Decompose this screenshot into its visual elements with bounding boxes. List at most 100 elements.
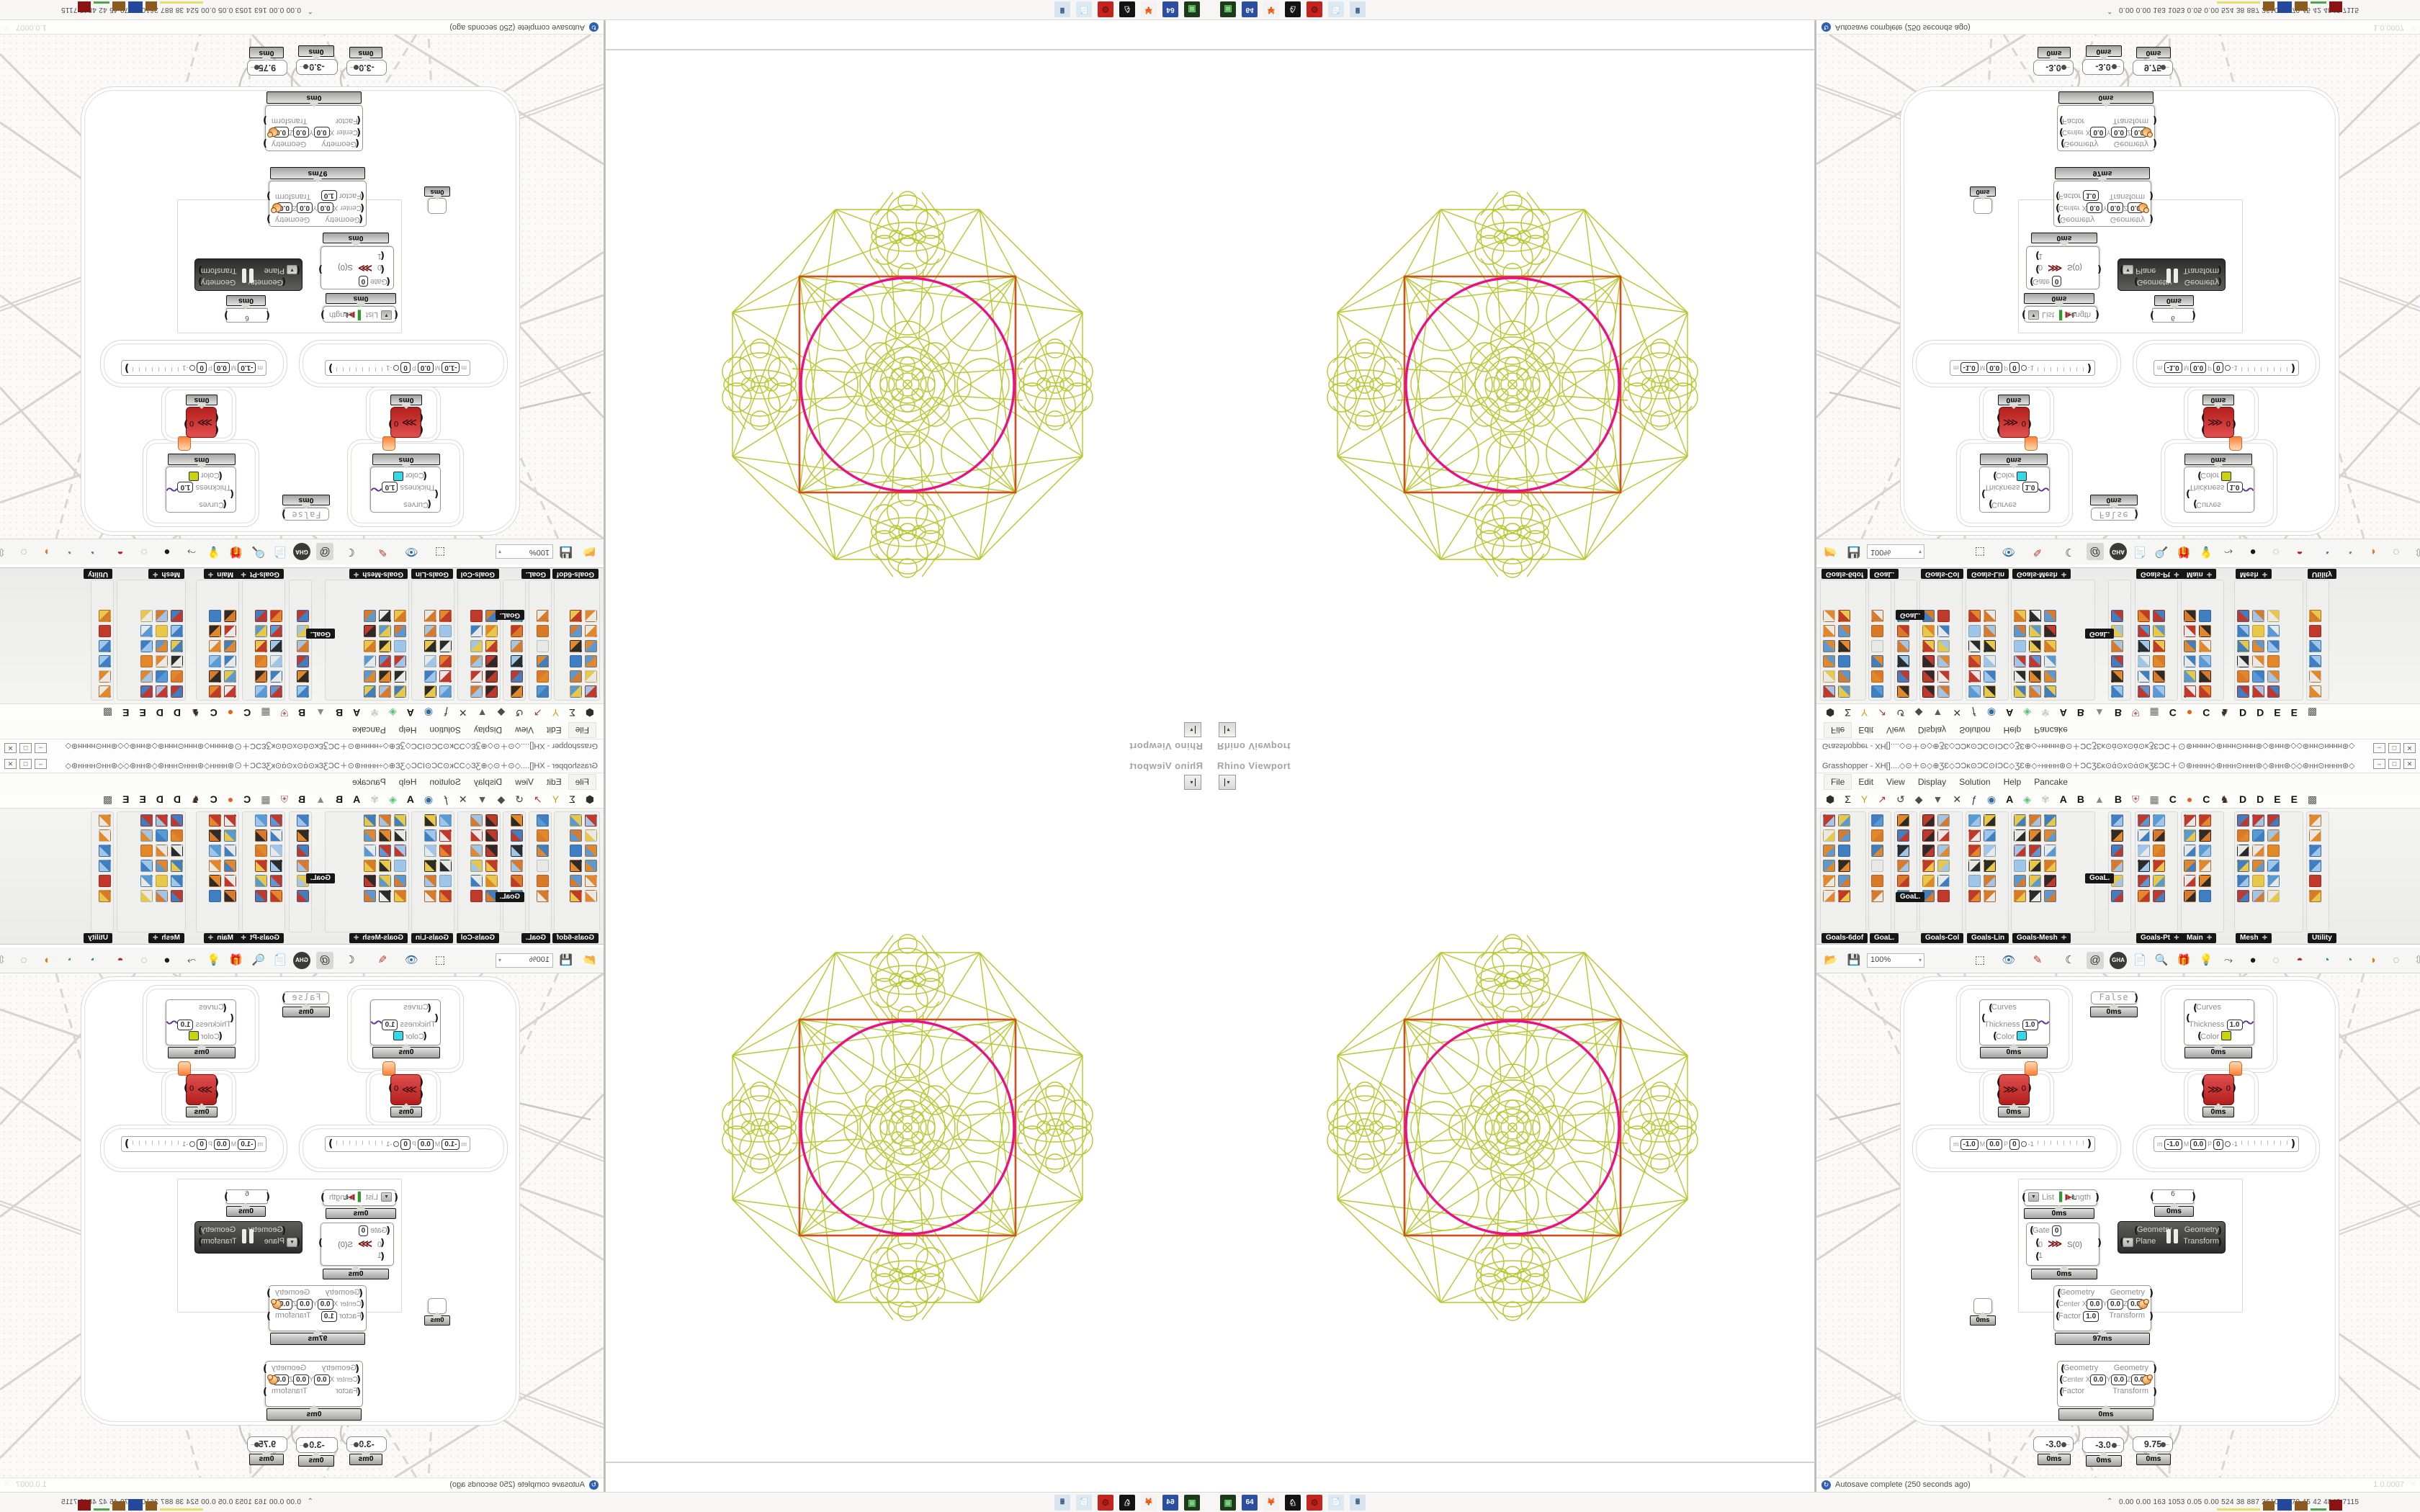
panel-group-label[interactable]: Goals-Col — [456, 933, 499, 943]
component-icon[interactable] — [1823, 670, 1835, 683]
component-icon[interactable] — [2044, 655, 2056, 667]
color-swatch[interactable] — [2221, 472, 2232, 481]
panel-group-label[interactable]: Mesh✚ — [2236, 933, 2272, 943]
tab-tab-bird[interactable]: ♞ — [191, 707, 200, 719]
list-length-component[interactable]: ( ▼ List ▌▶L Length ) — [321, 306, 398, 323]
stream-filter-component[interactable]: (Gate 0 (0 ⋙ S(0)) (1 — [318, 1223, 394, 1266]
component-icon[interactable] — [439, 875, 452, 887]
component-icon[interactable] — [1871, 860, 1883, 872]
component-icon[interactable] — [209, 829, 221, 842]
component-icon[interactable] — [99, 625, 111, 637]
component-icon[interactable] — [1937, 829, 1950, 842]
tab-tab-bird[interactable]: ♞ — [2220, 707, 2229, 719]
component-icon[interactable] — [2044, 610, 2056, 622]
wire-display-icon[interactable]: ⤳ — [2223, 546, 2233, 558]
component-icon[interactable] — [364, 829, 376, 842]
component-icon[interactable] — [2252, 814, 2264, 827]
component-icon[interactable] — [2184, 640, 2196, 652]
tab-tab-c2[interactable]: C — [2202, 707, 2210, 719]
component-icon[interactable] — [2237, 625, 2249, 637]
slider-knob[interactable] — [2224, 365, 2231, 371]
component-icon[interactable] — [224, 685, 236, 698]
component-icon[interactable] — [297, 655, 309, 667]
tab-tab-d1[interactable]: D — [2238, 707, 2247, 719]
component-icon[interactable] — [424, 640, 436, 652]
component-icon[interactable] — [1968, 860, 1981, 872]
component-icon[interactable] — [470, 625, 483, 637]
menu-help[interactable]: Help — [2003, 725, 2022, 735]
tab-display[interactable]: ◉ — [1986, 793, 1996, 805]
component-icon[interactable] — [570, 860, 582, 872]
component-icon[interactable] — [270, 670, 282, 683]
error-component-2[interactable]: (( ⋙ 0 ) — [2201, 1074, 2236, 1105]
error-component-2[interactable]: (( ⋙ 0 ) — [184, 407, 219, 438]
component-icon[interactable] — [2111, 685, 2123, 698]
component-icon[interactable] — [364, 685, 376, 698]
panel-group-label[interactable]: Goals-Mesh✚ — [2012, 933, 2071, 943]
component-icon[interactable] — [1937, 845, 1950, 857]
component-icon[interactable] — [2199, 670, 2211, 683]
component-icon[interactable] — [439, 890, 452, 902]
component-icon[interactable] — [140, 610, 153, 622]
grasshopper-titlebar[interactable]: Grasshopper - XH[]....◇⊙＋⊙◇⊕ƷƐ◇ƆϽκ⊙ƆϹ⊙ΙϽ… — [0, 739, 604, 756]
minimize-button[interactable]: – — [35, 759, 47, 769]
component-icon[interactable] — [2138, 670, 2150, 683]
tray-expand-caret[interactable]: ⌃ — [2107, 1498, 2113, 1506]
tab-surface[interactable]: ◆ — [497, 707, 506, 719]
component-icon[interactable] — [297, 814, 309, 827]
close-button[interactable]: ✕ — [2403, 743, 2416, 753]
component-icon[interactable] — [270, 860, 282, 872]
number-slider-3[interactable]: 9.75 — [2133, 60, 2173, 76]
save-file-icon[interactable]: 💾 — [1847, 546, 1861, 558]
tab-tab-grid2[interactable]: ▩ — [2307, 707, 2318, 719]
tab-tab-e2[interactable]: E — [2290, 793, 2298, 805]
component-icon[interactable] — [140, 640, 153, 652]
tab-tab-a2[interactable]: A — [353, 707, 361, 719]
component-icon[interactable] — [270, 610, 282, 622]
app-calculator-icon[interactable]: 🖩 — [1054, 1495, 1070, 1511]
number-slider-1[interactable]: -3.0 — [346, 60, 387, 76]
component-icon[interactable] — [2267, 875, 2280, 887]
component-icon[interactable] — [1968, 655, 1981, 667]
app-emulator-icon[interactable]: 64 — [1162, 1, 1178, 17]
component-icon[interactable] — [1871, 814, 1883, 827]
component-icon[interactable] — [424, 625, 436, 637]
component-icon[interactable] — [2309, 890, 2321, 902]
custom-preview-component-1[interactable]: (Curves (Thickness 1.0〜 (Color — [370, 999, 441, 1045]
component-icon[interactable] — [379, 845, 391, 857]
component-icon[interactable] — [511, 655, 523, 667]
component-icon[interactable] — [156, 685, 168, 698]
component-icon[interactable] — [470, 875, 483, 887]
menu-help[interactable]: Help — [398, 725, 417, 735]
component-icon[interactable] — [2237, 829, 2249, 842]
component-icon[interactable] — [2199, 829, 2211, 842]
component-icon[interactable] — [1897, 829, 1909, 842]
component-icon[interactable] — [585, 655, 597, 667]
component-icon[interactable] — [1897, 845, 1909, 857]
component-icon[interactable] — [379, 890, 391, 902]
component-icon[interactable] — [2184, 655, 2196, 667]
component-icon[interactable] — [1871, 610, 1883, 622]
app-game-icon[interactable]: ▣ — [1184, 1495, 1200, 1511]
component-icon[interactable] — [156, 890, 168, 902]
toolbar-scroll-icon[interactable]: ⇳ — [0, 543, 10, 560]
tab-tab-e2[interactable]: E — [2290, 707, 2298, 719]
component-icon[interactable] — [485, 875, 498, 887]
menu-view[interactable]: View — [1886, 725, 1905, 735]
preview-eye-icon[interactable]: 👁 — [404, 954, 418, 966]
component-icon[interactable] — [2237, 814, 2249, 827]
component-icon[interactable] — [270, 875, 282, 887]
tab-intersect[interactable]: ✕ — [458, 793, 467, 805]
bake-red-icon[interactable]: ◓ — [117, 546, 124, 558]
menu-file[interactable]: File — [568, 774, 596, 790]
flatten-icon[interactable]: ▼ — [2123, 1238, 2133, 1247]
component-icon[interactable] — [2199, 610, 2211, 622]
component-icon[interactable] — [2309, 860, 2321, 872]
preview-off-icon[interactable]: ☾ — [2065, 954, 2075, 966]
component-icon[interactable] — [2237, 845, 2249, 857]
maximize-button[interactable]: □ — [2388, 759, 2401, 769]
app-calculator-icon[interactable]: 🖩 — [1350, 1495, 1366, 1511]
component-icon[interactable] — [1823, 814, 1835, 827]
component-icon[interactable] — [255, 890, 267, 902]
